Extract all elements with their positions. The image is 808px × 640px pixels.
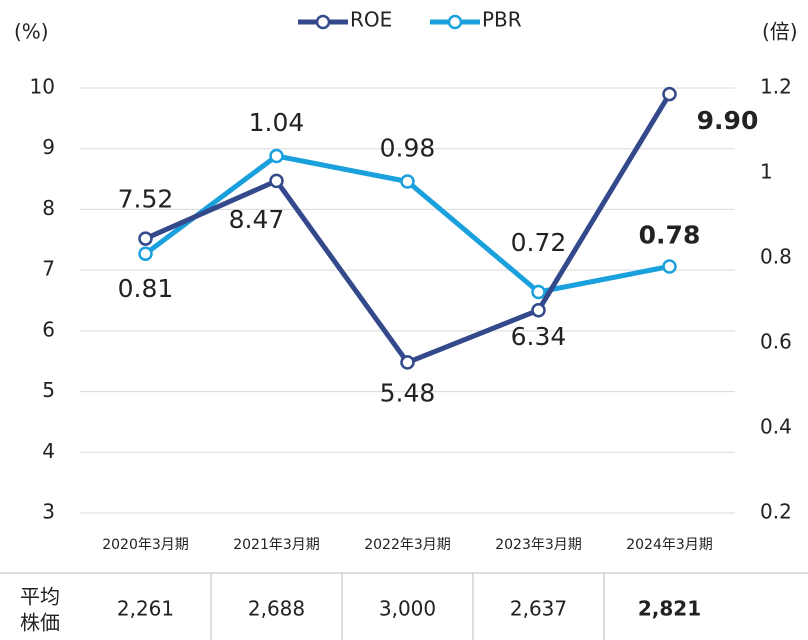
data-point <box>269 173 284 189</box>
legend-item: PBR <box>430 8 522 32</box>
legend-label: PBR <box>482 8 522 32</box>
x-tick-label: 2020年3月期 <box>102 537 189 553</box>
y-tick-label: 3 <box>42 500 55 524</box>
data-point <box>400 174 415 189</box>
data-point <box>662 86 677 102</box>
y-tick-label: 10 <box>30 75 55 99</box>
x-tick-label: 2024年3月期 <box>626 537 713 553</box>
data-point <box>138 231 153 246</box>
y2-tick-label: 0.8 <box>760 245 792 269</box>
data-label: 9.90 <box>697 106 759 135</box>
data-point <box>138 246 153 261</box>
y-axis-label: (%) <box>14 20 49 44</box>
data-label: 8.47 <box>229 205 285 234</box>
data-label: 0.98 <box>380 134 436 163</box>
y2-tick-label: 0.4 <box>760 415 792 439</box>
x-tick-label: 2023年3月期 <box>495 537 582 553</box>
data-point <box>531 284 546 300</box>
table-header-1: 平均 <box>20 585 60 609</box>
table-cell: 2,688 <box>248 597 305 621</box>
y2-tick-label: 1.2 <box>760 75 792 99</box>
table-cell: 2,637 <box>510 597 567 621</box>
table-cell: 3,000 <box>379 597 436 621</box>
data-point <box>531 302 546 318</box>
data-label: 1.04 <box>249 108 305 137</box>
data-label: 0.78 <box>639 221 701 250</box>
y2-axis-label: (倍) <box>762 20 798 44</box>
data-label: 7.52 <box>118 185 174 214</box>
legend-item: ROE <box>298 8 392 32</box>
data-label: 0.72 <box>511 228 567 257</box>
x-tick-label: 2022年3月期 <box>364 537 451 553</box>
x-tick-label: 2021年3月期 <box>233 537 320 553</box>
data-point <box>400 355 415 370</box>
y-tick-label: 8 <box>42 196 55 220</box>
y2-tick-label: 0.2 <box>760 500 792 524</box>
y-tick-label: 9 <box>42 135 55 159</box>
y2-tick-label: 0.6 <box>760 330 792 354</box>
legend-label: ROE <box>350 8 392 32</box>
data-label: 6.34 <box>511 322 567 351</box>
table-header-2: 株価 <box>20 611 60 635</box>
data-point <box>662 259 677 274</box>
y-tick-label: 4 <box>42 439 55 463</box>
y-tick-label: 6 <box>42 317 55 341</box>
data-point <box>269 148 284 164</box>
y-tick-label: 5 <box>42 378 55 402</box>
legend-marker <box>447 14 463 30</box>
y-tick-label: 7 <box>42 257 55 281</box>
y2-tick-label: 1 <box>760 160 773 184</box>
table-cell: 2,261 <box>117 597 174 621</box>
data-label: 5.48 <box>380 378 436 407</box>
data-label: 0.81 <box>118 274 174 303</box>
table-cell: 2,821 <box>638 597 701 621</box>
legend-marker <box>315 14 331 30</box>
